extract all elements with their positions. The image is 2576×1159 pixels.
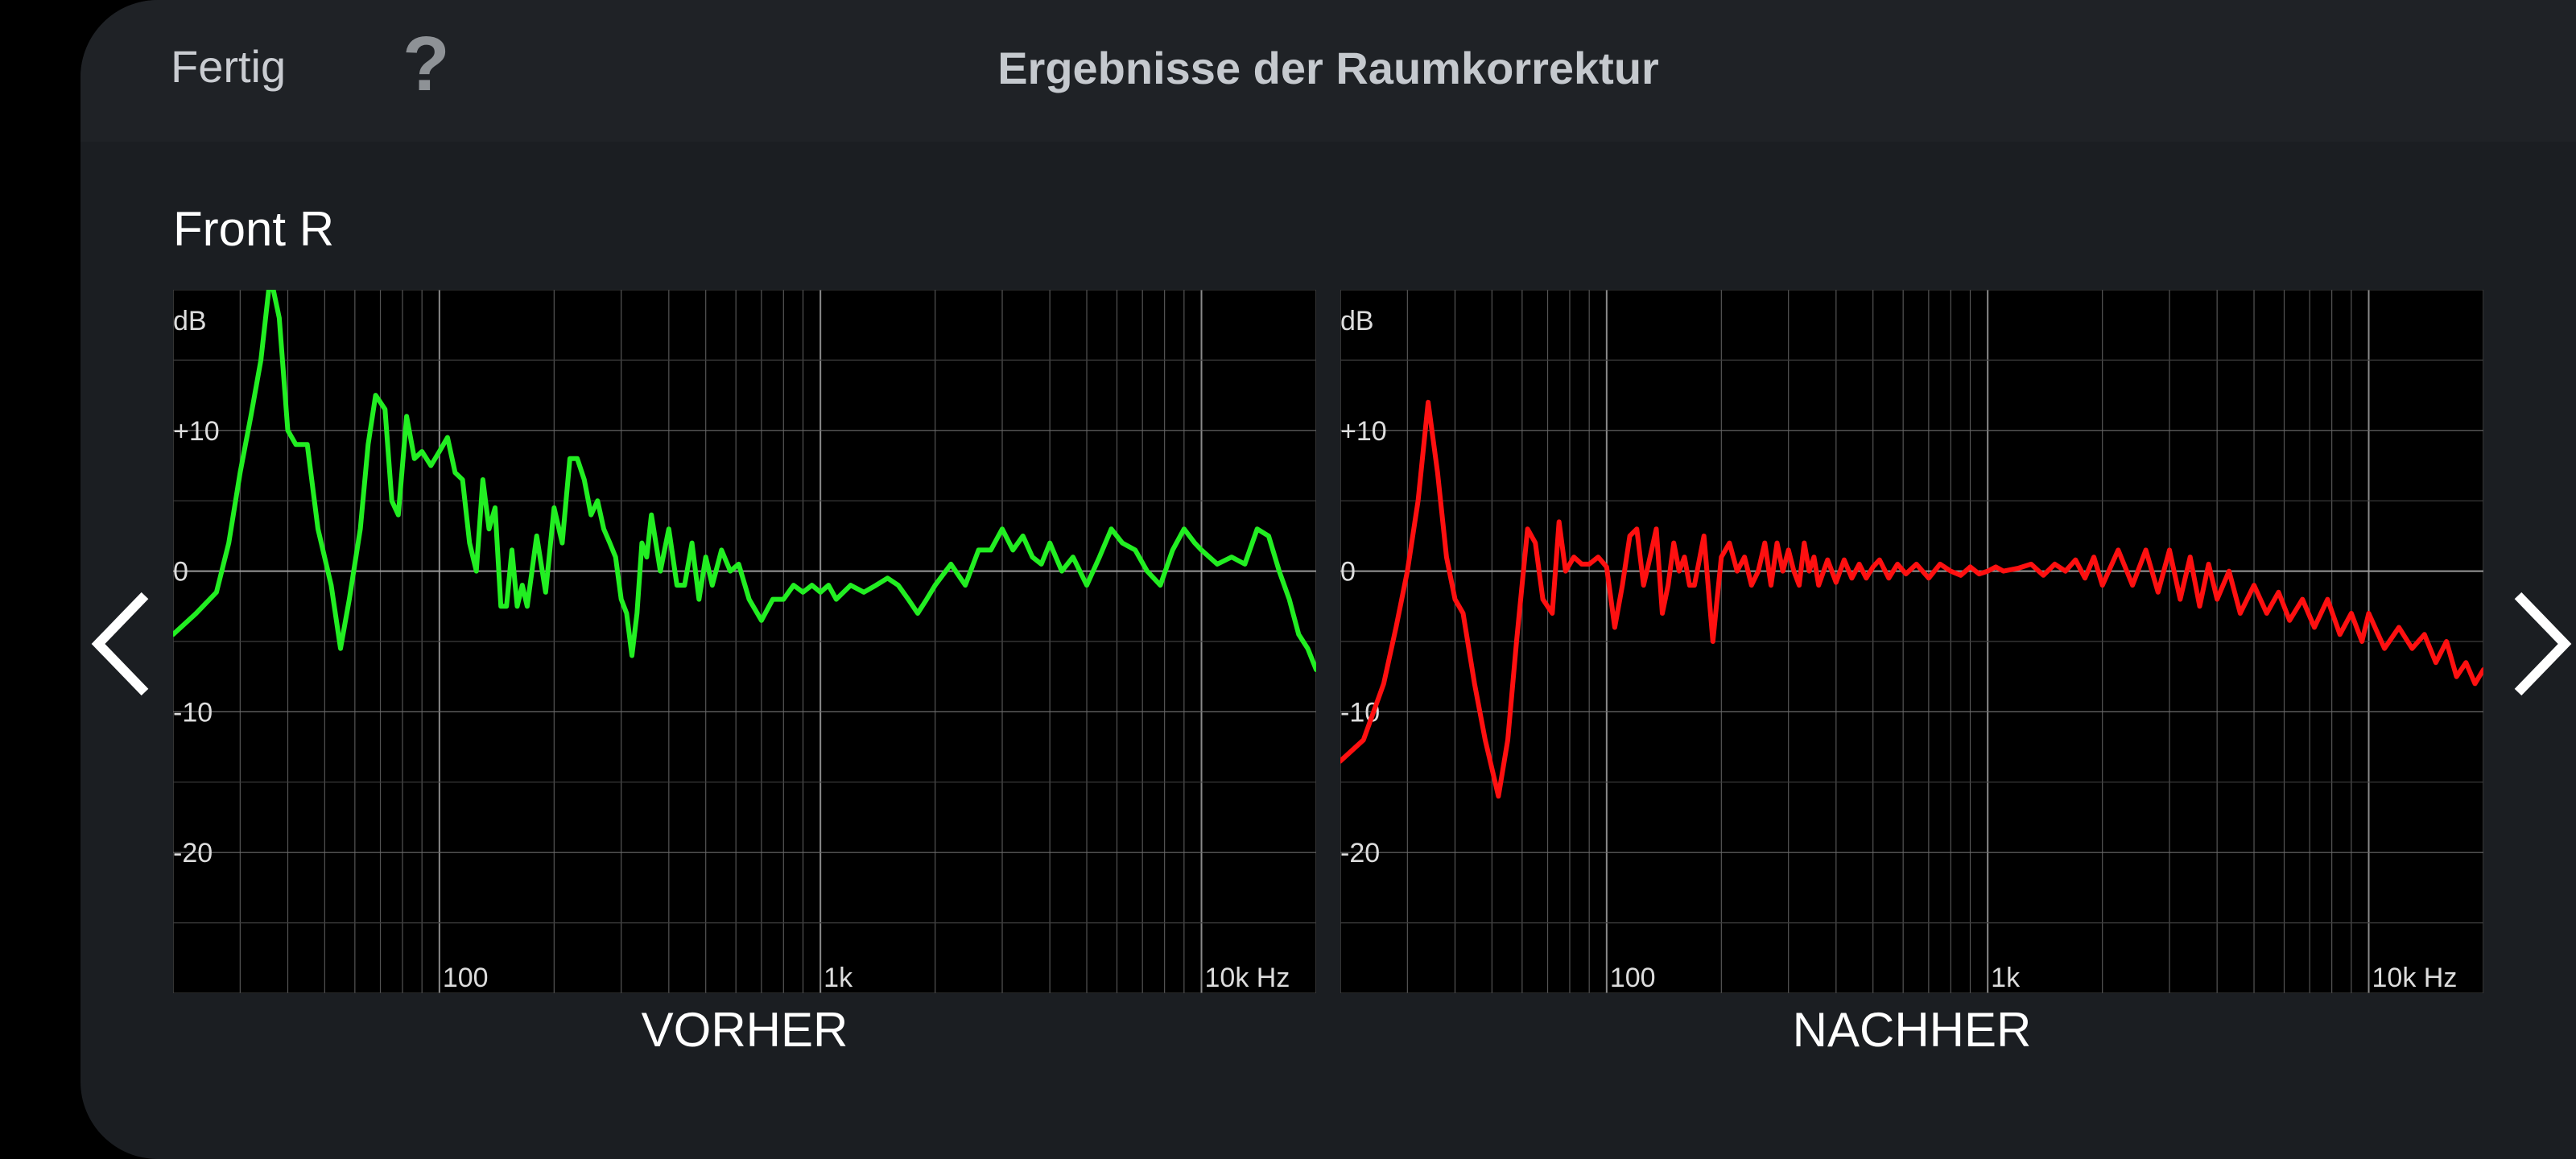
y-tick-label: -20 [1340,838,1380,868]
y-tick-label: +10 [1340,416,1387,447]
y-tick-label: -10 [173,697,213,728]
x-tick-label: 100 [443,963,489,993]
series-line [1340,399,2483,799]
y-axis-label: dB [173,306,207,336]
x-tick-label: 1k [1991,963,2021,993]
y-axis-label: dB [1340,306,1374,336]
chevron-left-icon [91,592,149,696]
done-button[interactable]: Fertig [171,41,287,92]
x-tick-label: 10k Hz [1205,963,1290,993]
chart-before-caption: VORHER [641,1003,848,1057]
x-tick-label: 10k Hz [2372,963,2458,993]
previous-channel-button[interactable] [89,588,161,700]
help-button[interactable]: ? [402,21,450,107]
chart-after: dB +10 0 -10 -20 100 1k 10k Hz [1340,290,2483,993]
chart-before: dB +10 0 -10 -20 100 1k 10k Hz [173,290,1316,993]
chart-after-caption: NACHHER [1792,1003,2032,1057]
y-tick-label: 0 [1340,557,1356,588]
y-tick-label: -20 [173,838,213,868]
top-bar [80,0,2576,142]
y-tick-label: +10 [173,416,220,447]
channel-label: Front R [173,202,335,256]
next-channel-button[interactable] [2502,588,2574,700]
x-tick-label: 100 [1610,963,1656,993]
series-line [173,290,1316,672]
y-tick-label: 0 [173,557,188,588]
x-tick-label: 1k [824,963,853,993]
chevron-right-icon [2514,592,2572,696]
page-title: Ergebnisse der Raumkorrektur [997,43,1659,93]
chart-before-svg: dB +10 0 -10 -20 100 1k 10k Hz [173,290,1316,993]
